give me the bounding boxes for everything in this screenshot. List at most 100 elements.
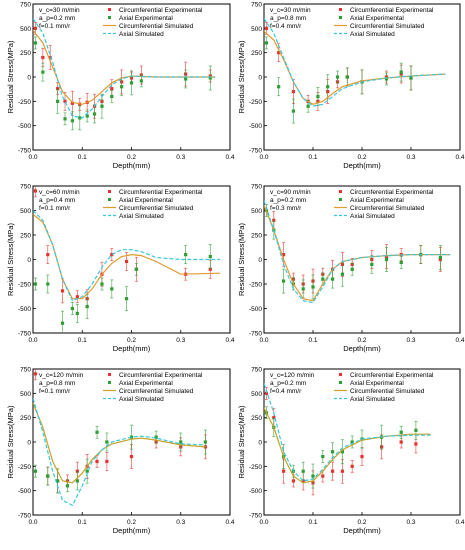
- legend-label: Circumferential Experimental: [350, 189, 434, 196]
- axial-experimental-point: [384, 77, 389, 81]
- axial-experimental-point: [282, 279, 286, 283]
- x-tick-label: 0.1: [78, 154, 87, 161]
- axial-experimental-point: [311, 474, 315, 478]
- x-axis-label: Depth(mm): [113, 161, 151, 170]
- x-tick-label: 0.3: [406, 154, 415, 161]
- y-tick-label: 250: [251, 233, 262, 240]
- circumferential-experimental-point: [331, 469, 335, 473]
- axial-experimental-point: [399, 430, 403, 434]
- legend-marker: [108, 381, 111, 384]
- circumferential-experimental-point: [33, 189, 38, 193]
- x-tick-label: 0.4: [455, 337, 464, 344]
- circumferential-experimental-point: [48, 55, 52, 60]
- x-tick-label: 0.2: [127, 154, 136, 161]
- axial-experimental-point: [154, 435, 158, 439]
- circumferential-experimental-point: [264, 391, 269, 395]
- circumferential-experimental-point: [340, 469, 344, 473]
- axial-experimental-point: [326, 85, 330, 89]
- y-tick-label: -250: [249, 464, 262, 471]
- axial-experimental-point: [316, 94, 320, 99]
- y-tick-label: 500: [20, 208, 31, 215]
- y-tick-label: -500: [249, 488, 262, 495]
- parameter-label: a_p=0.4 mm: [39, 197, 75, 204]
- x-tick-label: 0.0: [259, 519, 268, 526]
- parameter-label: f=0.1 mm/r: [39, 23, 71, 30]
- parameter-label: v_c=30 m/min: [270, 7, 311, 14]
- x-tick-label: 0.3: [176, 337, 185, 344]
- y-tick-label: 0: [258, 257, 262, 264]
- legend-label: Circumferential Experimental: [119, 372, 203, 379]
- y-tick-label: -750: [18, 331, 31, 338]
- x-tick-label: 0.3: [176, 154, 185, 161]
- plot-frame: [263, 185, 461, 334]
- parameter-label: f=0.1 mm/r: [39, 205, 71, 212]
- axial-experimental-point: [306, 104, 310, 108]
- legend-label: Circumferential Simulated: [119, 23, 194, 30]
- y-tick-label: 0: [27, 440, 31, 447]
- x-tick-label: 0.1: [78, 519, 87, 526]
- axial-experimental-point: [100, 282, 104, 286]
- circumferential-experimental-point: [95, 459, 99, 464]
- y-tick-label: 500: [20, 391, 31, 398]
- circumferential-experimental-point: [41, 55, 45, 60]
- y-tick-label: 750: [251, 367, 262, 374]
- axial-experimental-point: [92, 112, 97, 116]
- axial-experimental-point: [184, 253, 188, 257]
- axial-simulated-line: [33, 210, 221, 302]
- axial-experimental-point: [350, 440, 354, 444]
- axial-experimental-point: [63, 117, 67, 121]
- parameter-label: v_c=60 m/min: [39, 189, 80, 196]
- axial-simulated-line: [264, 383, 431, 482]
- y-axis-label: Residual Stress(MPa): [237, 405, 246, 478]
- y-tick-label: 250: [20, 415, 31, 422]
- x-tick-label: 0.3: [406, 337, 415, 344]
- axial-experimental-point: [70, 306, 74, 311]
- axial-experimental-point: [335, 75, 340, 79]
- axial-experimental-point: [129, 81, 134, 85]
- axial-experimental-point: [33, 41, 38, 45]
- x-tick-label: 0.4: [455, 154, 464, 161]
- axial-simulated-line: [33, 18, 216, 119]
- axial-experimental-point: [414, 428, 418, 432]
- y-tick-label: -250: [18, 282, 31, 289]
- axial-experimental-point: [208, 254, 212, 259]
- axial-experimental-point: [409, 76, 413, 80]
- x-tick-label: 0.2: [357, 519, 366, 526]
- y-tick-label: 500: [251, 26, 262, 33]
- circumferential-experimental-point: [124, 259, 129, 264]
- axial-experimental-point: [311, 285, 315, 289]
- parameter-label: a_p=0.2 mm: [270, 197, 306, 204]
- legend-marker: [339, 198, 342, 201]
- legend-label: Axial Experimental: [350, 380, 404, 387]
- axial-experimental-point: [301, 287, 305, 291]
- y-tick-label: -500: [18, 123, 31, 130]
- y-tick-label: -500: [18, 488, 31, 495]
- axial-experimental-point: [110, 94, 114, 99]
- axial-experimental-point: [33, 282, 38, 286]
- parameter-label: a_p=0.2 mm: [270, 380, 306, 387]
- parameter-label: v_c=120 m/min: [270, 372, 315, 379]
- axial-experimental-point: [105, 440, 109, 444]
- legend-label: Axial Experimental: [350, 197, 404, 204]
- x-tick-label: 0.0: [28, 337, 37, 344]
- x-tick-label: 0.4: [225, 337, 234, 344]
- circumferential-experimental-point: [277, 51, 281, 55]
- circumferential-experimental-point: [360, 455, 364, 459]
- axial-experimental-point: [65, 484, 70, 488]
- y-tick-label: -250: [249, 282, 262, 289]
- axial-experimental-point: [75, 311, 79, 315]
- y-tick-label: -750: [18, 513, 31, 520]
- axial-experimental-point: [70, 119, 74, 123]
- parameter-label: v_c=120 m/min: [39, 372, 84, 379]
- x-tick-label: 0.0: [259, 337, 268, 344]
- plot-area: [33, 186, 221, 333]
- x-tick-label: 0.4: [225, 154, 234, 161]
- axial-experimental-point: [78, 116, 82, 120]
- x-tick-label: 0.2: [357, 154, 366, 161]
- axial-experimental-point: [85, 304, 89, 309]
- circumferential-experimental-point: [110, 87, 114, 91]
